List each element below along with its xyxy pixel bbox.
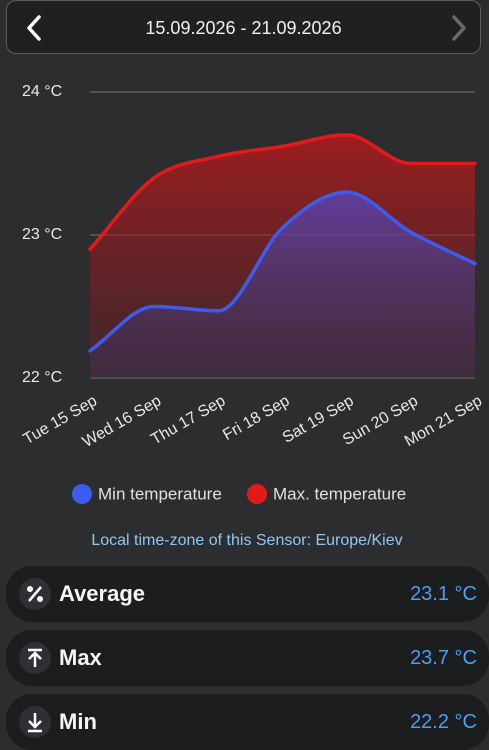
stat-label: Average [59,581,146,606]
stat-value: 22.2 °C [410,711,477,733]
series-line [88,190,477,353]
y-tick-label: 24 °C [22,83,62,100]
stat-value: 23.1 °C [410,583,477,605]
min-icon [19,706,51,738]
max-card: Max 23.7 °C [6,630,489,686]
stat-label: Min [59,709,97,734]
y-tick-label: 23 °C [22,226,62,243]
legend-swatch [247,484,267,504]
stat-label: Max [59,645,102,670]
stat-value: 23.7 °C [410,647,477,669]
legend-label: Max. temperature [273,484,406,503]
percent-icon [19,578,51,610]
y-tick-label: 22 °C [22,369,62,386]
area-fill [90,192,475,378]
next-button[interactable] [446,13,470,43]
date-range: 15.09.2026 - 21.09.2026 [145,18,342,38]
prev-button[interactable] [23,13,47,43]
min-card: Min 22.2 °C [6,694,489,750]
legend-label: Min temperature [98,484,222,503]
sensor-note: Local time-zone of this Sensor: Europe/K… [91,532,402,549]
average-card: Average 23.1 °C [6,566,489,622]
series-line [88,133,477,252]
max-icon [19,642,51,674]
date-header: 15.09.2026 - 21.09.2026 [6,0,481,54]
legend-swatch [72,484,92,504]
